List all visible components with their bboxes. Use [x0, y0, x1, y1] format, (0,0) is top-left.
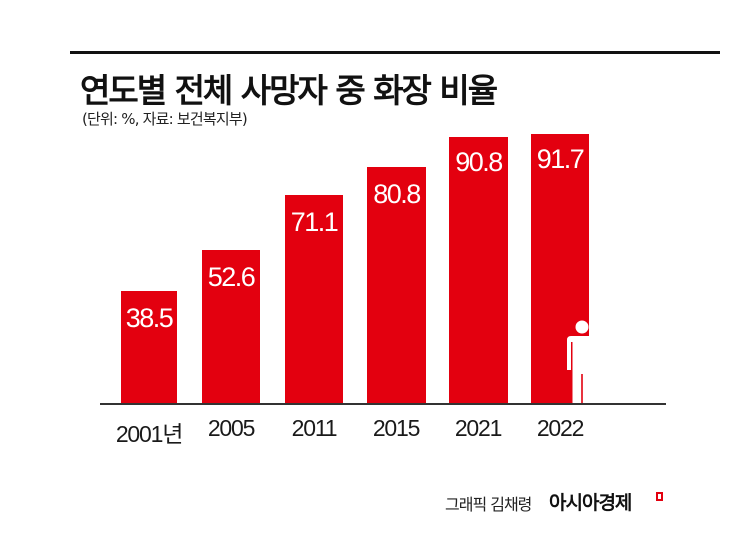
bar-2001: 38.5 — [121, 291, 177, 404]
x-label-2022: 2022 — [536, 415, 585, 441]
chart-subtitle: (단위: %, 자료: 보건복지부) — [82, 110, 248, 128]
graphic-credit: 그래픽 김채령 — [445, 495, 532, 514]
person-icon — [567, 320, 597, 404]
bar-2021: 90.8 — [449, 137, 508, 404]
x-axis-baseline — [100, 403, 666, 405]
bar-2005: 52.6 — [202, 250, 260, 404]
x-label-2001: 2001년 — [115, 421, 184, 447]
bar-value: 80.8 — [373, 179, 421, 209]
brand-logo-text: 아시아경제 — [549, 492, 632, 514]
bar-2011: 71.1 — [285, 195, 343, 404]
bar-value: 91.7 — [536, 144, 585, 174]
brand-mark-icon — [656, 492, 663, 501]
top-rule — [70, 51, 720, 54]
bar-value: 90.8 — [455, 147, 503, 177]
x-label-2005: 2005 — [207, 415, 256, 441]
bar-value: 52.6 — [207, 262, 256, 292]
x-label-2011: 2011 — [291, 415, 338, 441]
bar-2015: 80.8 — [367, 167, 426, 404]
bar-value: 71.1 — [290, 207, 339, 237]
bar-value: 38.5 — [125, 303, 174, 333]
x-label-2021: 2021 — [454, 415, 503, 441]
chart-title: 연도별 전체 사망자 중 화장 비율 — [80, 71, 498, 110]
x-label-2015: 2015 — [372, 415, 421, 441]
